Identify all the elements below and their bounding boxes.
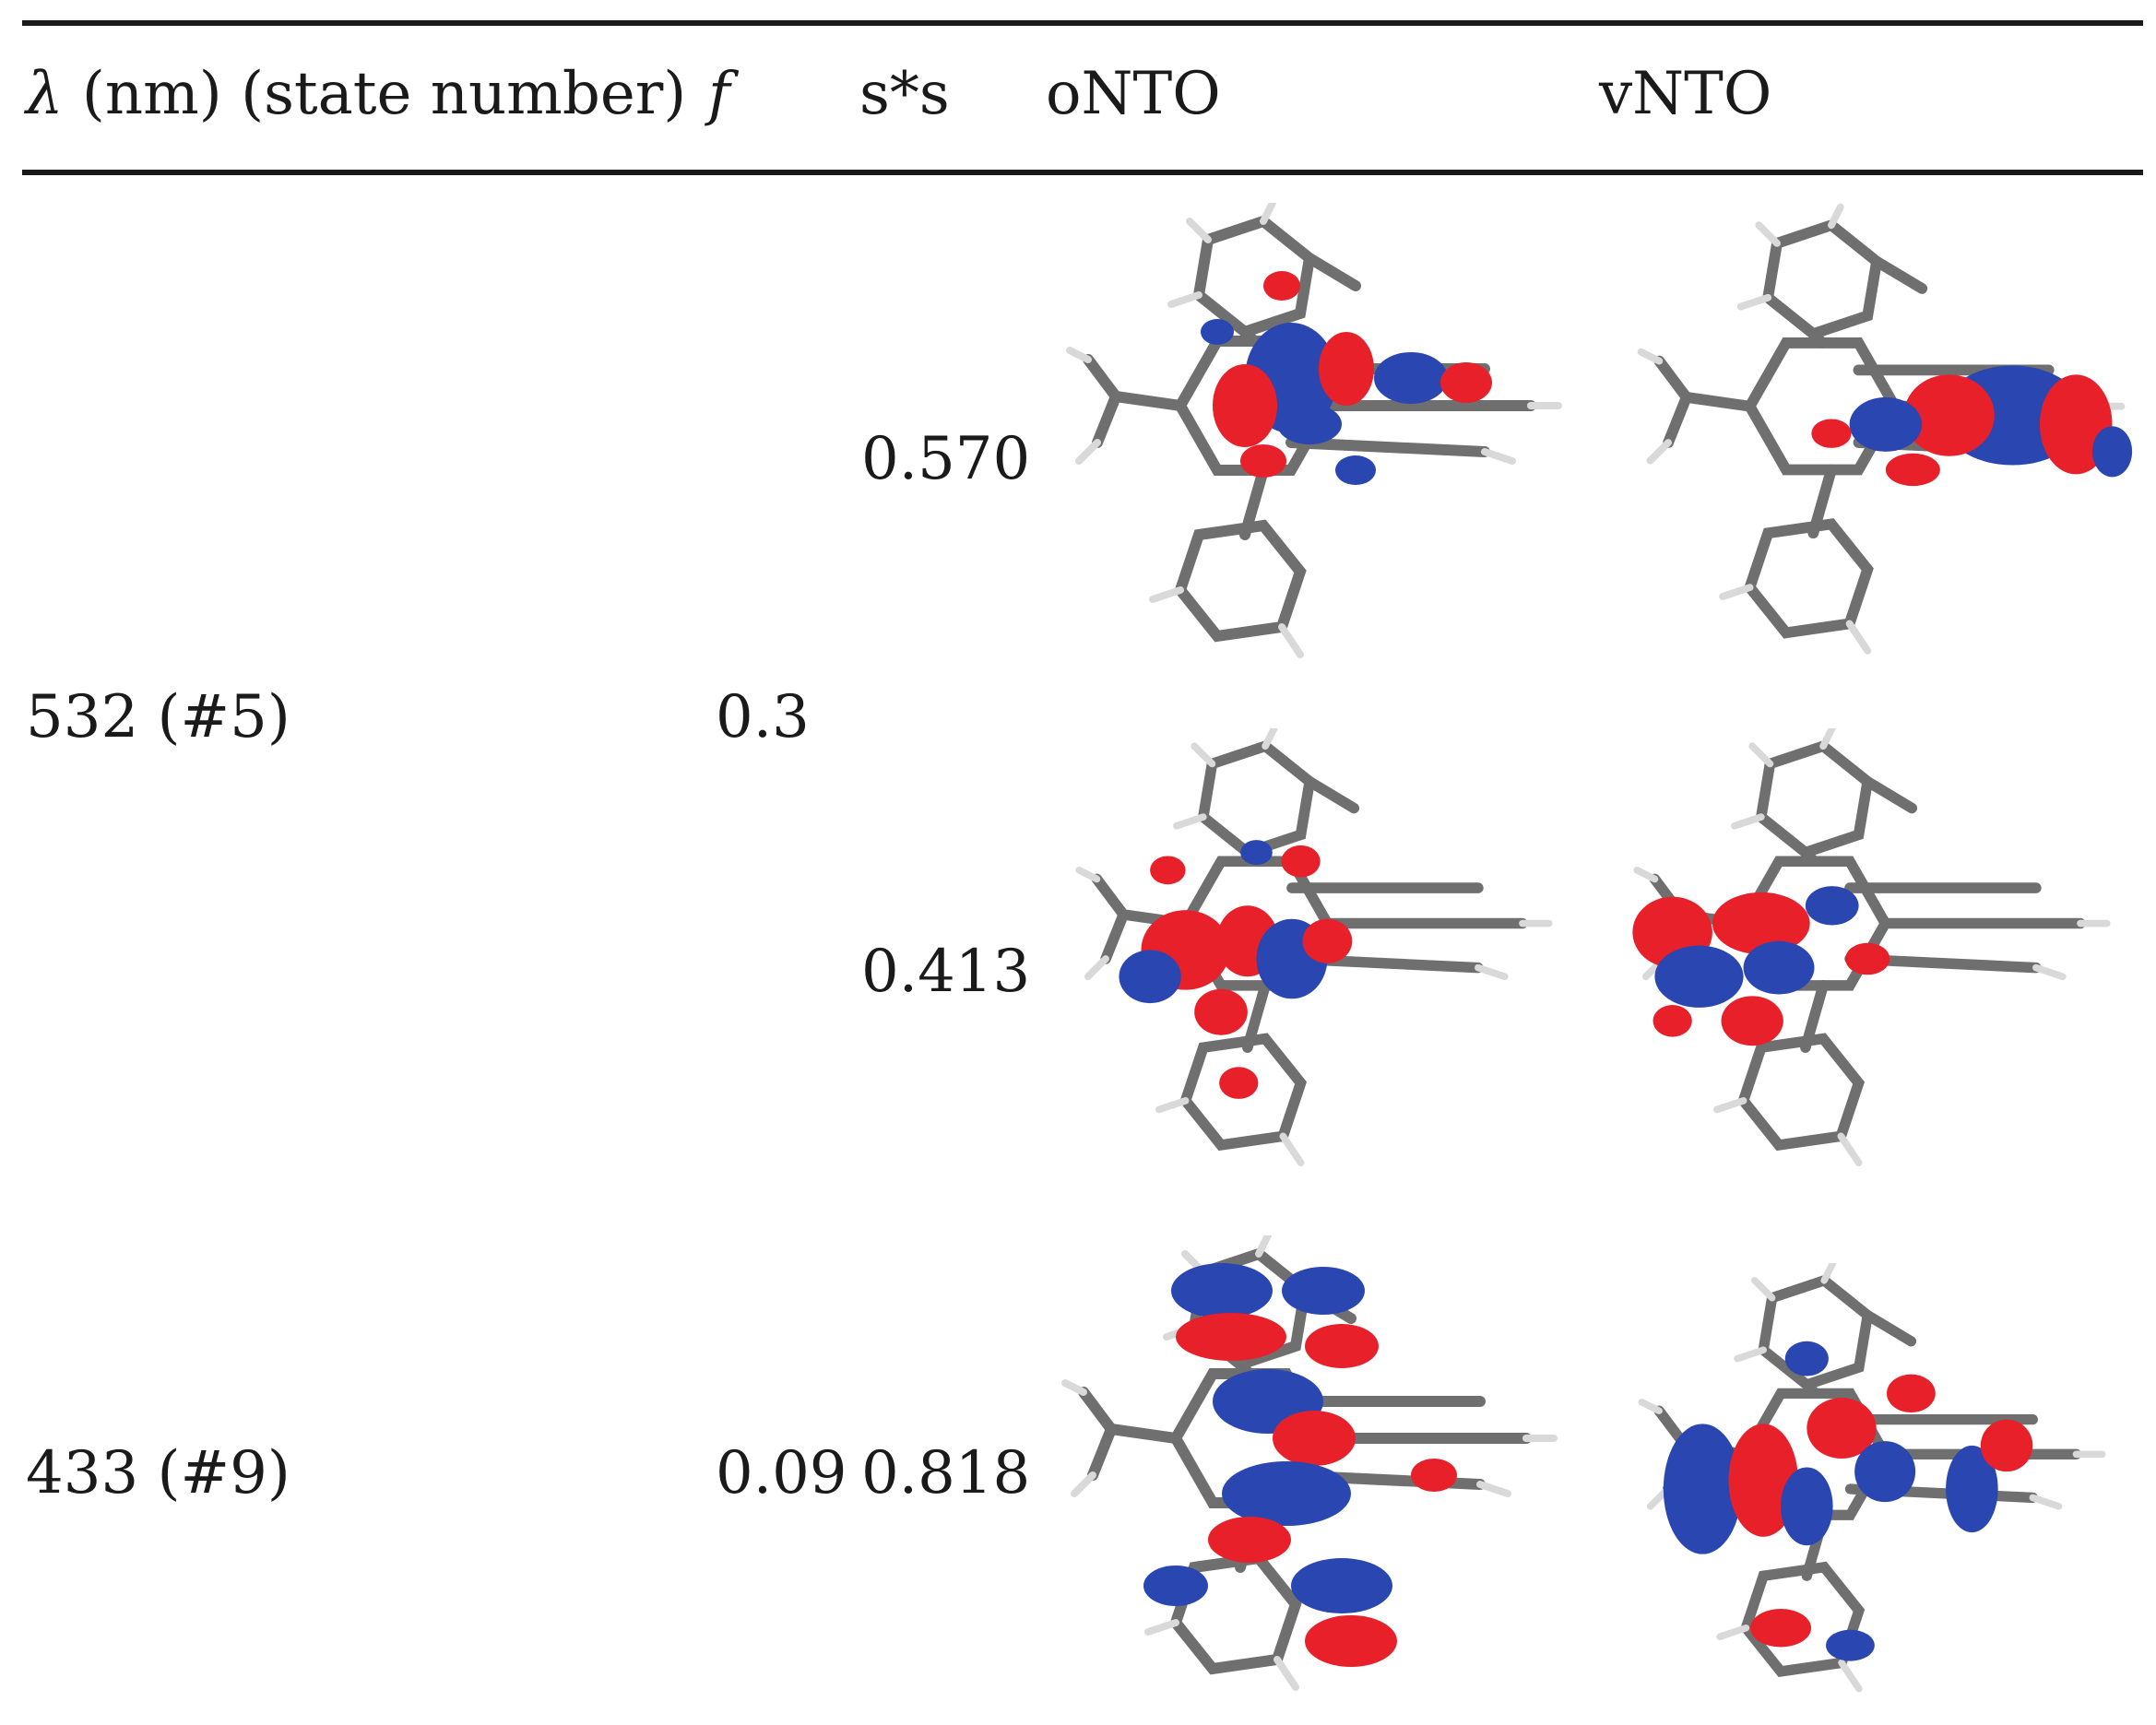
orbital-lobes	[1811, 365, 2133, 487]
vnto-orbital-image-1	[1623, 203, 2139, 682]
orbital-lobes	[1143, 1263, 1457, 1667]
orbital-lobes	[1119, 840, 1353, 1099]
header-onto: oNTO	[1046, 60, 1221, 128]
row2-f: 0.09	[716, 1439, 847, 1507]
molecule-render	[1051, 728, 1577, 1189]
lambda-header-text: (nm) (state number)	[81, 60, 687, 128]
row1-ss-1: 0.570	[861, 425, 1031, 493]
header-f: f	[708, 60, 730, 128]
orbital-lobes	[1201, 271, 1492, 485]
table-header-rule	[22, 170, 2143, 175]
onto-orbital-image-1	[1051, 203, 1577, 682]
row2-lambda: 433 (#9)	[26, 1439, 290, 1507]
molecule-render	[1051, 203, 1577, 682]
row1-ss-2: 0.413	[861, 938, 1031, 1006]
onto-orbital-image-3	[1042, 1235, 1577, 1715]
header-vnto: vNTO	[1599, 60, 1772, 128]
row2-ss: 0.818	[861, 1439, 1031, 1507]
vnto-orbital-image-3	[1614, 1263, 2130, 1715]
molecule-render	[1042, 1235, 1577, 1715]
header-lambda: λ (nm) (state number)	[26, 65, 686, 124]
row1-f: 0.3	[716, 683, 810, 751]
header-ss: s*s	[859, 60, 950, 128]
vnto-orbital-image-2	[1605, 728, 2139, 1189]
molecule-render	[1605, 728, 2139, 1189]
molecule-render	[1623, 203, 2133, 682]
table-top-rule	[22, 20, 2143, 26]
orbital-lobes	[1632, 886, 1890, 1046]
onto-orbital-image-2	[1051, 728, 1577, 1189]
row1-lambda: 532 (#5)	[26, 683, 290, 751]
orbital-lobes	[1663, 1341, 2033, 1661]
molecule-render	[1614, 1263, 2130, 1715]
lambda-symbol: λ	[26, 60, 64, 128]
